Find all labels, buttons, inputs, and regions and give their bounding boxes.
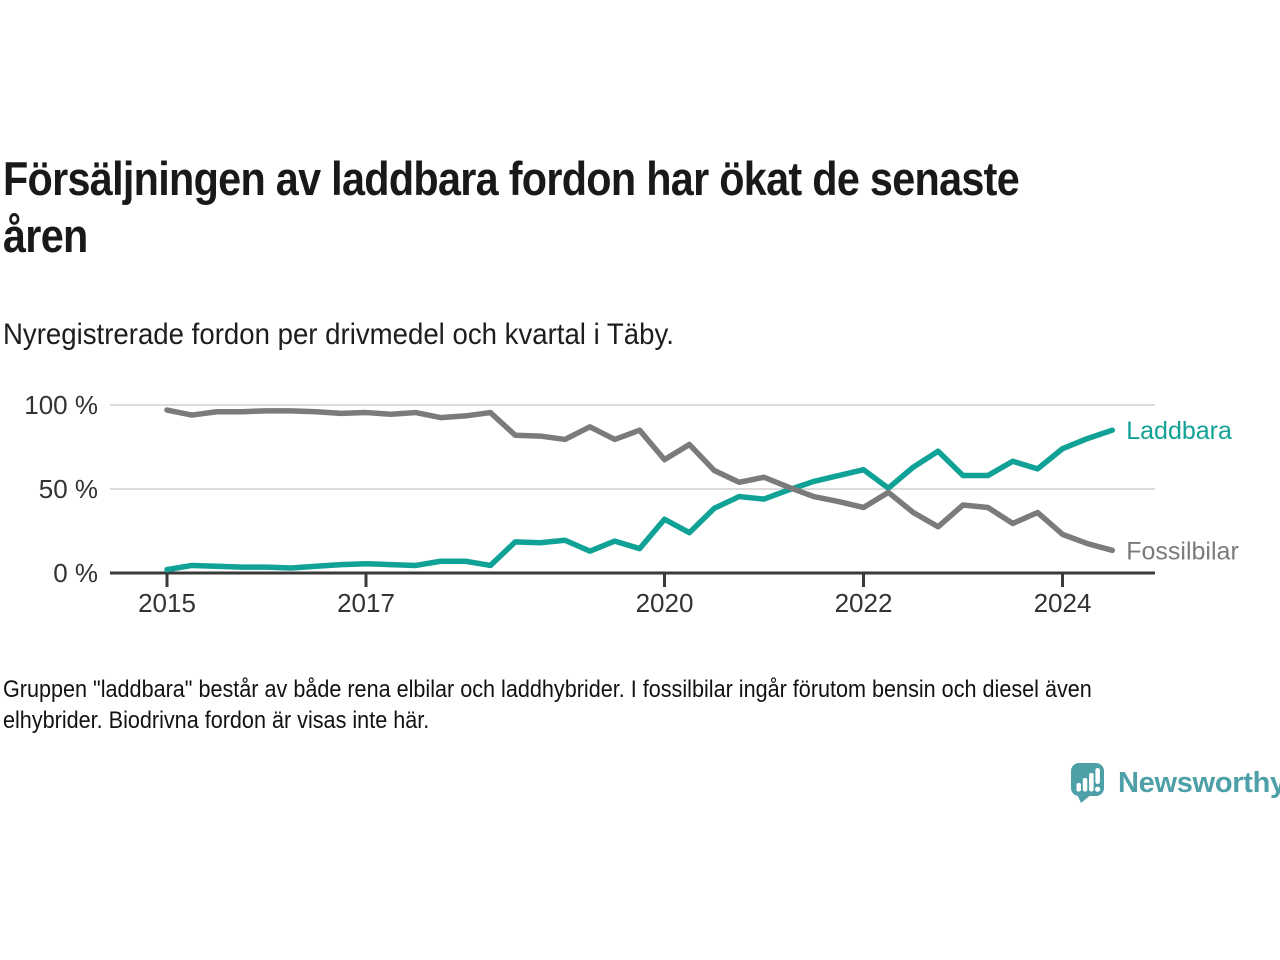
page-subtitle: Nyregistrerade fordon per drivmedel och …: [3, 318, 674, 351]
x-axis-label: 2017: [337, 588, 395, 618]
y-axis-label: 100 %: [24, 390, 98, 420]
page-title-line-1: Försäljningen av laddbara fordon har öka…: [3, 152, 1020, 205]
page-title-line-2: åren: [3, 209, 88, 262]
x-axis-label: 2015: [138, 588, 196, 618]
series-label-fossilbilar: Fossilbilar: [1126, 537, 1239, 565]
fossilbilar-line: [164, 407, 1115, 554]
chart-footnote-line-1: Gruppen "laddbara" består av både rena e…: [3, 676, 1092, 703]
x-axis-label: 2022: [835, 588, 893, 618]
y-axis-label: 0 %: [53, 558, 98, 588]
newsworthy-bubble-chart-icon: [1071, 763, 1104, 803]
laddbara-line: [164, 427, 1115, 573]
x-axis-label: 2024: [1034, 588, 1092, 618]
x-axis-label: 2020: [636, 588, 694, 618]
series-label-laddbara: Laddbara: [1126, 417, 1232, 445]
y-axis-label: 50 %: [39, 474, 98, 504]
chart-footnote: Gruppen "laddbara" består av både rena e…: [3, 674, 1263, 736]
newsworthy-wordmark: Newsworthy: [1118, 766, 1280, 799]
newsworthy-logo: Newsworthy: [1071, 763, 1280, 803]
page-title: Försäljningen av laddbara fordon har öka…: [3, 150, 1235, 264]
chart-footnote-line-2: elhybrider. Biodrivna fordon är visas in…: [3, 707, 430, 734]
